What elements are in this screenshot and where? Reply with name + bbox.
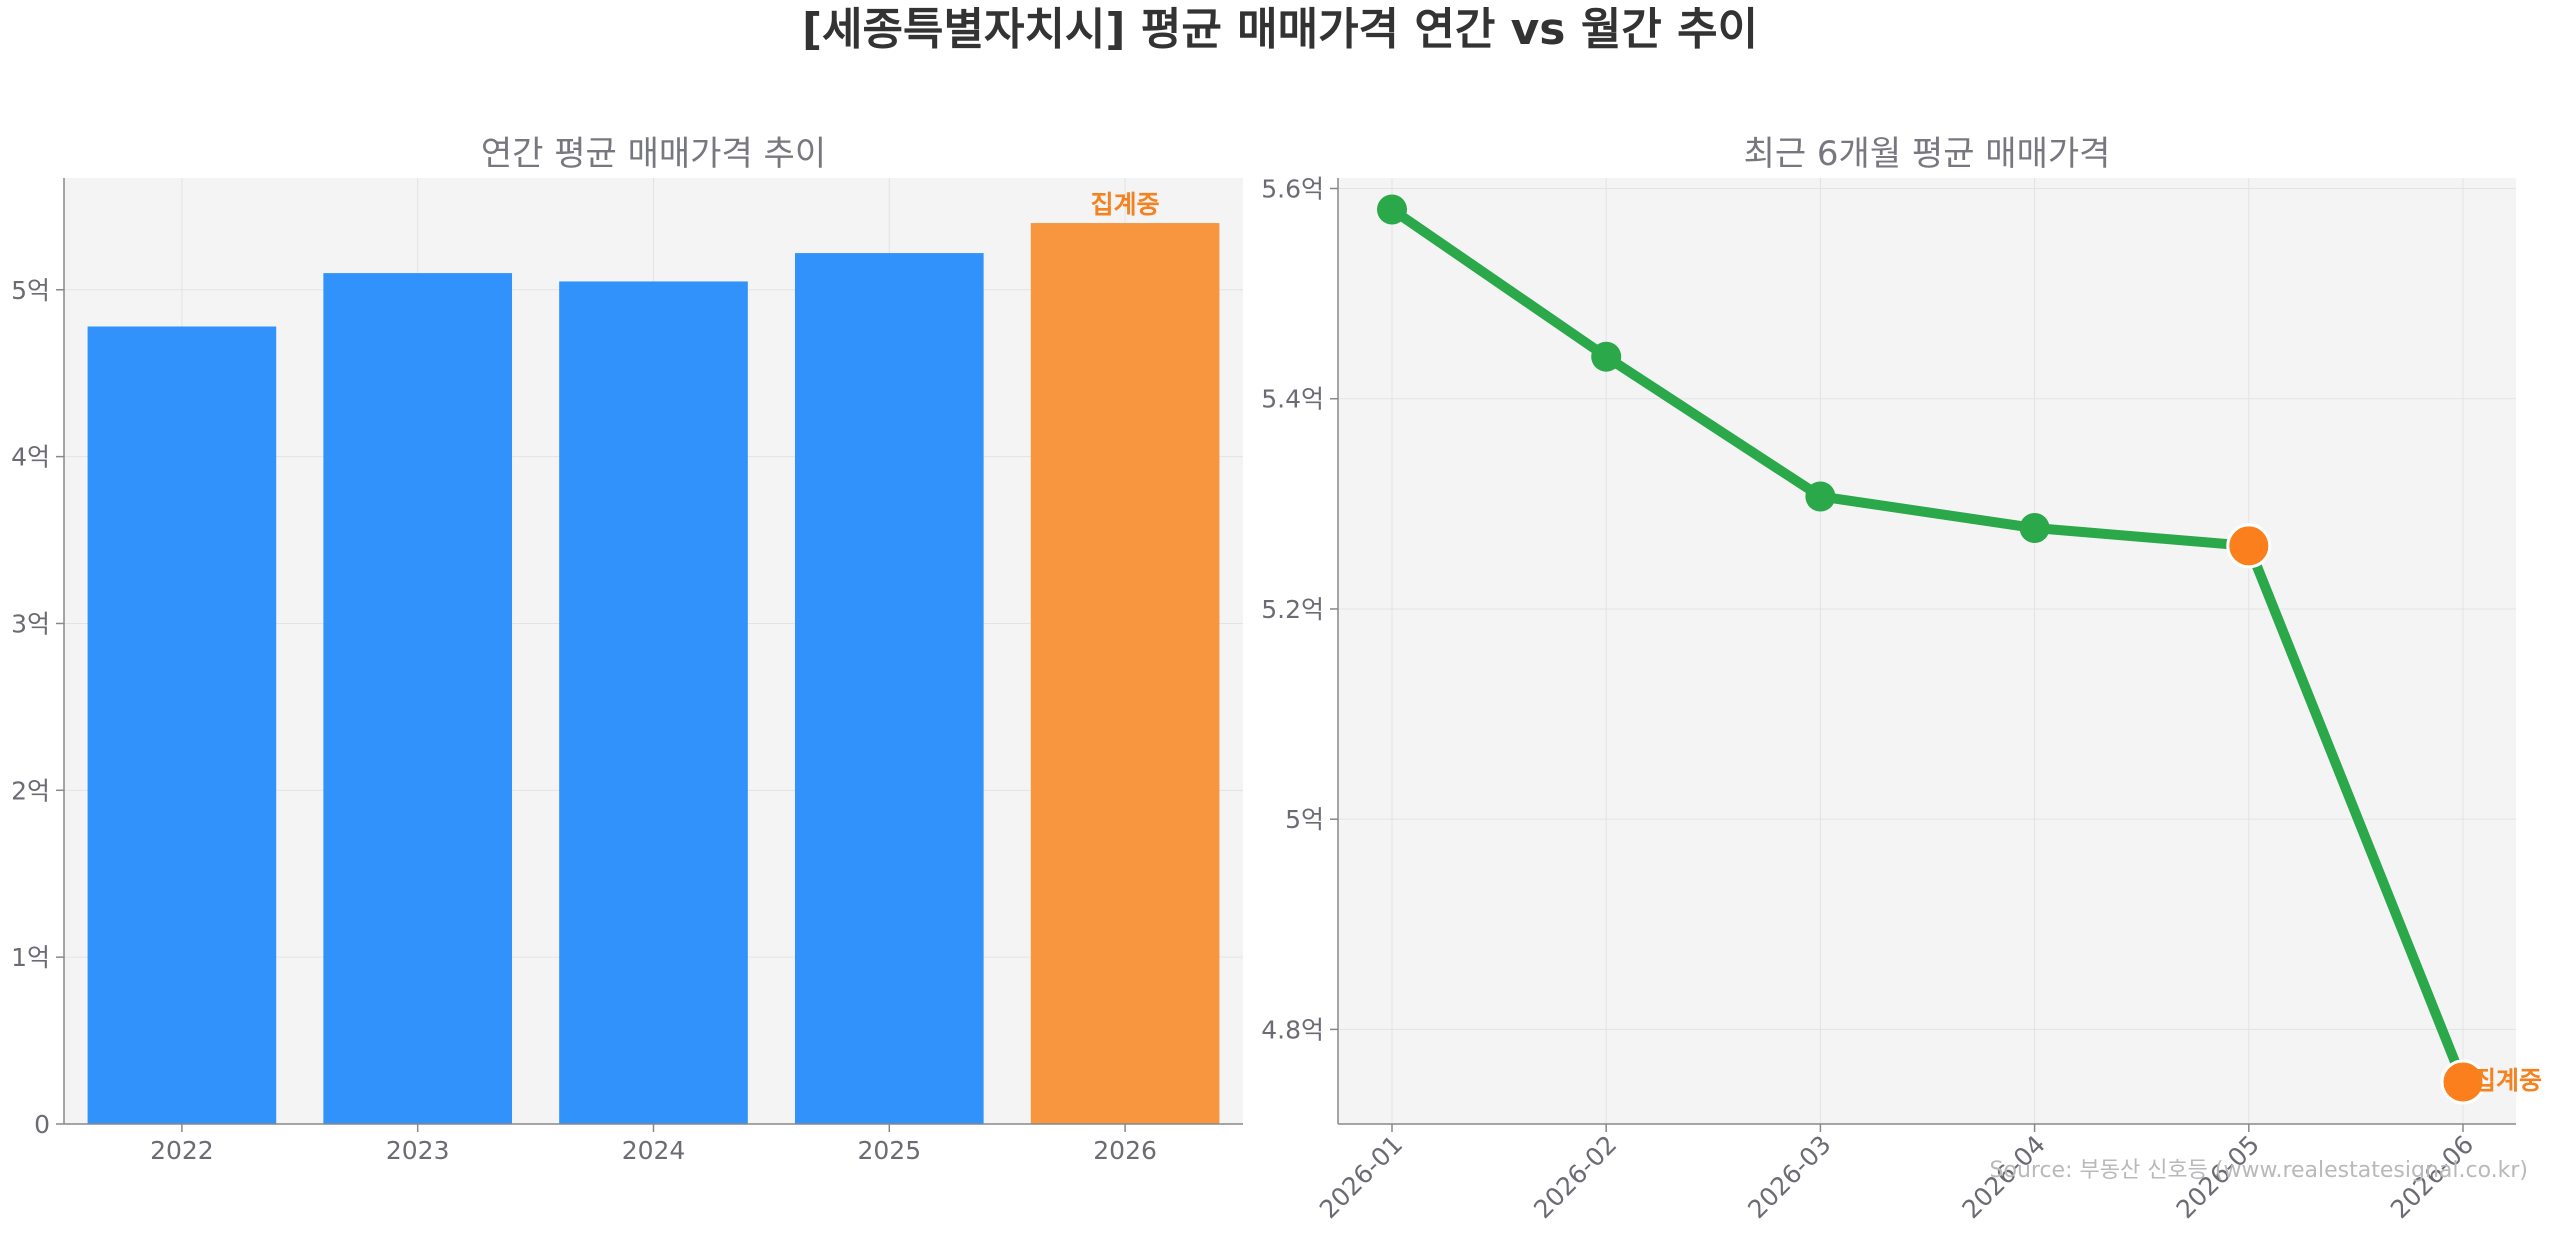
monthly-y-tick-label: 5.6억: [1261, 175, 1324, 204]
monthly-data-point: [1805, 481, 1836, 512]
annual-partial-label: 집계중: [1091, 190, 1160, 219]
annual-x-tick-label: 2026: [1093, 1136, 1157, 1165]
annual-x-tick-label: 2023: [386, 1136, 450, 1165]
annual-chart-title: 연간 평균 매매가격 추이: [481, 134, 826, 174]
monthly-partial-point: [2226, 523, 2272, 569]
monthly-data-point: [1377, 194, 1407, 225]
monthly-chart-title: 최근 6개월 평균 매매가격: [1744, 134, 2111, 174]
monthly-partial-label: 집계중: [2473, 1066, 2542, 1095]
annual-x-tick-label: 2024: [622, 1136, 686, 1165]
annual-x-tick-label: 2022: [150, 1136, 214, 1165]
monthly-y-tick-label: 5억: [1285, 805, 1324, 834]
annual-y-tick-label: 2억: [11, 776, 50, 805]
monthly-chart-panel: [1338, 178, 2516, 1124]
monthly-x-tick-label: 2026-02: [1528, 1130, 1622, 1224]
bar: [794, 253, 984, 1125]
monthly-data-point: [2019, 513, 2050, 544]
monthly-y-tick-label: 5.4억: [1261, 385, 1324, 414]
bar: [559, 281, 748, 1124]
bar: [87, 326, 277, 1124]
monthly-data-point: [1591, 341, 1622, 372]
monthly-price-line: [1387, 204, 2468, 1087]
monthly-y-tick-label: 4.8억: [1261, 1015, 1324, 1044]
annual-y-tick-label: 1억: [11, 943, 50, 972]
monthly-partial-point: [2440, 1059, 2486, 1105]
annual-x-tick-label: 2025: [857, 1136, 921, 1165]
bar-2026-partial: [1030, 223, 1220, 1125]
monthly-y-tick-label: 5.2억: [1261, 595, 1324, 624]
annual-y-tick-label: 5억: [11, 276, 50, 305]
annual-bar-chart: 0 1억 2억 3억 4억 5억 집계중 2022 2023 2024 2025 2026 연간 평균 …: [11, 134, 1243, 1165]
annual-y-tick-label: 4억: [11, 443, 50, 472]
figure-title: [세종특별자치시] 평균 매매가격 연간 vs 월간 추이: [801, 4, 1759, 55]
monthly-x-tick-label: 2026-01: [1314, 1130, 1408, 1224]
bar: [323, 273, 513, 1124]
monthly-x-tick-label: 2026-03: [1742, 1130, 1836, 1224]
source-note: Source: 부동산 신호등 (www.realestatesignal.co…: [1990, 1158, 2528, 1183]
annual-y-tick-label: 0: [34, 1110, 50, 1139]
annual-y-tick-label: 3억: [11, 609, 50, 638]
